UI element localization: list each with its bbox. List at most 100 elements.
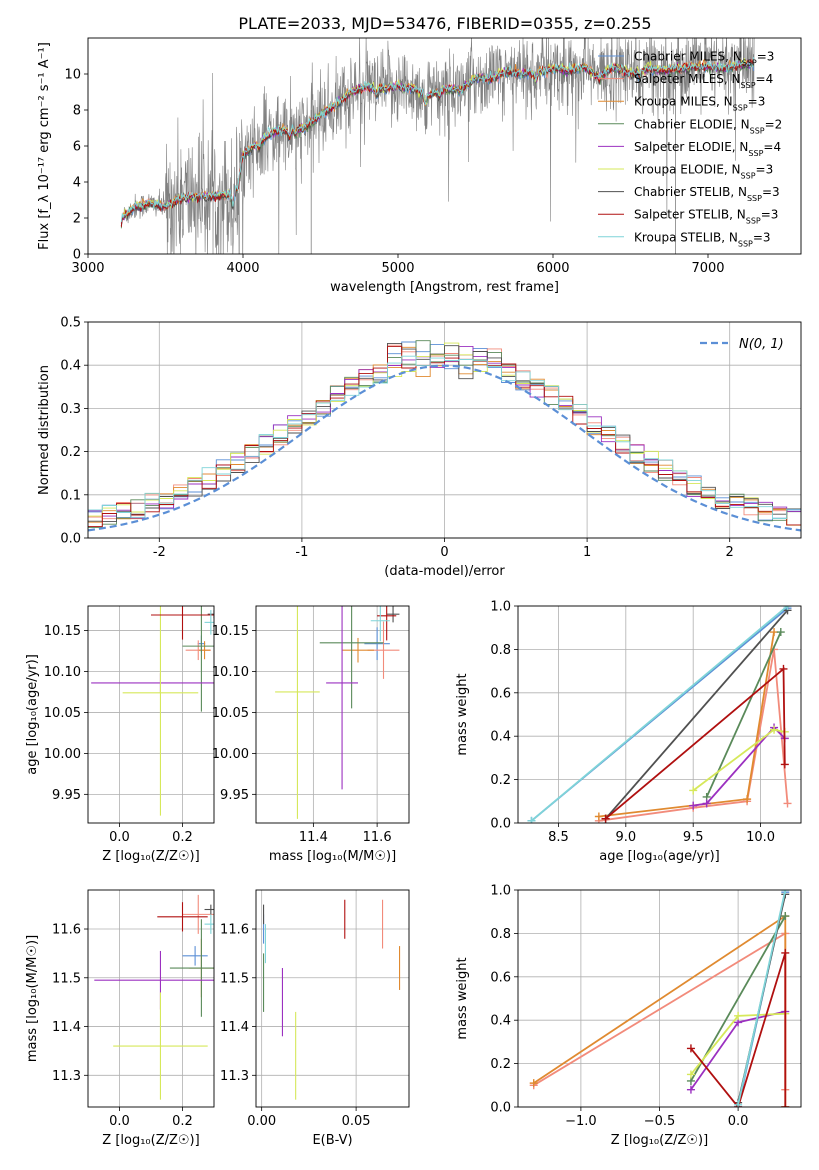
y-tick-label: 11.5 <box>220 971 249 986</box>
weight-marker-kroupa_miles <box>743 795 752 804</box>
legend-label: Chabrier STELIB, NSSP=3 <box>634 185 780 203</box>
y-tick-label: 0.8 <box>490 643 511 658</box>
y-tick-label: 10.10 <box>44 665 81 680</box>
y-tick-label: 10.10 <box>212 665 249 680</box>
y-tick-label: 10 <box>64 68 81 83</box>
weight-marker-kroupa_elodie <box>734 1011 743 1020</box>
y-tick-label: 0.6 <box>490 686 511 701</box>
y-tick-label: 0.0 <box>490 1101 511 1116</box>
y-axis-label: mass weight <box>455 673 470 755</box>
y-tick-label: 9.95 <box>52 788 81 803</box>
legend-label: Kroupa STELIB, NSSP=3 <box>634 230 771 248</box>
weight-marker-kroupa_miles <box>529 1079 538 1088</box>
legend-label: Kroupa MILES, NSSP=3 <box>634 95 765 113</box>
x-axis-label: Z [log₁₀(Z/Z☉)] <box>611 1133 708 1148</box>
axes-frame <box>255 605 410 824</box>
plot-area <box>88 340 801 532</box>
normal-curve <box>88 364 801 532</box>
plot-area <box>94 894 214 1100</box>
weight-marker-salpeter_stelib <box>780 760 789 769</box>
x-tick-label: 11.6 <box>363 830 392 845</box>
weight-marker-kroupa_elodie <box>770 725 779 734</box>
y-tick-label: 10.05 <box>44 706 81 721</box>
x-tick-label: 0.2 <box>172 830 193 845</box>
y-tick-label: 0.4 <box>60 359 81 374</box>
weight-line-chabrier_stelib <box>604 609 789 820</box>
weight-marker-kroupa_miles <box>770 628 779 637</box>
y-tick-label: 10.15 <box>44 624 81 639</box>
weight-marker-salpeter_elodie <box>689 801 698 810</box>
x-axis-label: mass [log₁₀(M/M☉)] <box>269 849 396 864</box>
axes-frame <box>87 605 215 824</box>
x-tick-label: 0.05 <box>342 1114 371 1129</box>
weight-marker-salpeter_stelib <box>779 664 788 673</box>
axes-frame <box>517 889 802 1108</box>
weight-marker-salpeter_stelib <box>781 948 790 957</box>
plot-area <box>529 890 790 1107</box>
legend-label: Salpeter MILES, NSSP=4 <box>634 72 773 90</box>
y-tick-label: 4 <box>73 176 81 191</box>
plot-area <box>275 606 400 819</box>
weight-line-chabrier_elodie <box>705 631 782 798</box>
data-spectrum-line <box>123 38 755 254</box>
spectrum-title: PLATE=2033, MJD=53476, FIBERID=0355, z=0… <box>238 14 651 33</box>
weight-marker-salpeter_elodie <box>686 1085 695 1094</box>
y-tick-label: 11.4 <box>52 1020 81 1035</box>
y-tick-label: 1.0 <box>490 884 511 899</box>
weight-line-kroupa_stelib <box>737 890 787 1105</box>
plot-area <box>263 899 401 1100</box>
y-tick-label: 8 <box>73 104 81 119</box>
y-tick-label: 11.5 <box>52 971 81 986</box>
x-tick-label: 3000 <box>71 261 104 276</box>
legend-label: Kroupa ELODIE, NSSP=3 <box>634 163 773 181</box>
y-tick-label: 0.2 <box>60 445 81 460</box>
y-tick-label: 0.6 <box>490 970 511 985</box>
y-tick-label: 10.00 <box>212 747 249 762</box>
weight-marker-salpeter_miles <box>783 799 792 808</box>
weight-line-kroupa_elodie <box>692 728 785 792</box>
y-tick-label: 0.2 <box>490 773 511 788</box>
weight-marker-salpeter_stelib <box>686 1044 695 1053</box>
plot-weight-vs-z: −1.0 −0.5 0.0 0.0 0.2 0.4 0.6 0.8 1.0 Z [log₁₀(Z/… <box>455 884 802 1148</box>
weight-marker-kroupa_miles <box>594 812 603 821</box>
x-tick-label: 0 <box>440 545 448 560</box>
y-tick-label: 11.3 <box>220 1069 249 1084</box>
weight-line-salpeter_elodie <box>693 726 786 807</box>
weight-marker-salpeter_stelib <box>781 1103 790 1107</box>
axes-frame <box>87 37 802 255</box>
x-tick-label: 0.0 <box>109 830 130 845</box>
y-tick-label: 10.15 <box>212 624 249 639</box>
plot-age-vs-z: 0.0 0.2 9.95 10.00 10.05 10.10 10.15 Z [log₁₀(Z… <box>25 605 215 864</box>
weight-marker-kroupa_stelib <box>781 890 790 894</box>
hist-salpeter_elodie <box>88 345 801 519</box>
plot-spectrum: 3000 4000 5000 6000 7000 0 2 4 6 8 10 wavelength [A… <box>37 37 802 295</box>
x-tick-label: 9.5 <box>683 830 704 845</box>
y-axis-label: Normed distribution <box>37 365 52 495</box>
y-tick-label: 0.3 <box>60 402 81 417</box>
x-tick-label: 0.00 <box>247 1114 276 1129</box>
x-axis-label: E(B-V) <box>312 1133 352 1148</box>
weight-marker-kroupa_elodie <box>689 786 698 795</box>
y-tick-label: 2 <box>73 212 81 227</box>
hist-chabrier_stelib <box>88 342 801 523</box>
x-tick-label: -2 <box>153 545 166 560</box>
legend-label: Salpeter ELODIE, NSSP=4 <box>634 140 781 158</box>
y-tick-label: 0.2 <box>490 1057 511 1072</box>
x-tick-label: 11.4 <box>299 830 328 845</box>
weight-marker-kroupa_elodie <box>686 1070 695 1079</box>
residual-legend: N(0, 1) <box>700 337 784 352</box>
y-tick-label: 0.0 <box>490 817 511 832</box>
x-tick-label: 1 <box>583 545 591 560</box>
y-tick-label: 6 <box>73 140 81 155</box>
y-tick-label: 0.0 <box>60 532 81 547</box>
y-tick-label: 11.6 <box>52 923 81 938</box>
x-tick-label: −0.5 <box>644 1114 676 1129</box>
x-tick-label: 5000 <box>381 261 414 276</box>
x-tick-label: -1 <box>295 545 308 560</box>
legend-label: Salpeter STELIB, NSSP=3 <box>634 208 778 226</box>
x-tick-label: 0.0 <box>109 1114 130 1129</box>
weight-line-salpeter_stelib <box>690 952 787 1107</box>
y-tick-label: 10.05 <box>212 706 249 721</box>
